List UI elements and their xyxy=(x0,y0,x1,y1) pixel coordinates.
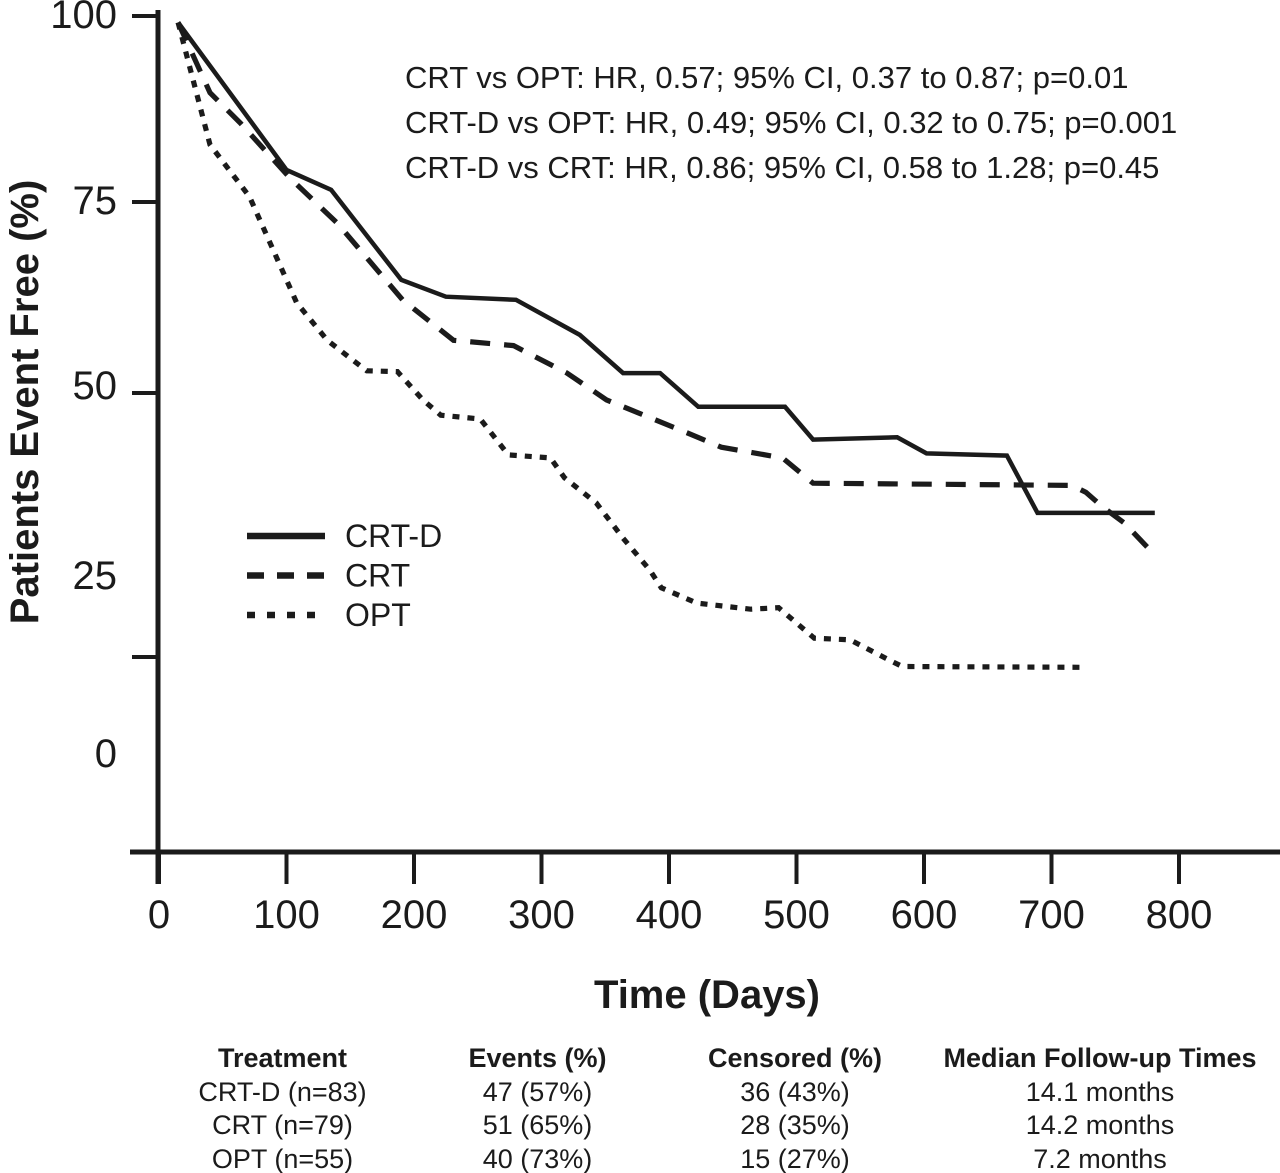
x-axis-title: Time (Days) xyxy=(594,973,820,1017)
legend-label: CRT xyxy=(345,558,410,594)
x-tick-label: 400 xyxy=(636,893,703,937)
y-tick-label: 100 xyxy=(50,0,117,37)
x-tick-label: 200 xyxy=(381,893,448,937)
y-axis-title: Patients Event Free (%) xyxy=(3,180,47,625)
table-cell: CRT (n=79) xyxy=(212,1110,353,1140)
table-cell: 7.2 months xyxy=(1033,1143,1167,1173)
table-cell: 40 (73%) xyxy=(482,1143,593,1173)
series-crt-line xyxy=(175,21,1157,557)
x-tick-label: 300 xyxy=(508,893,575,937)
y-axis-ticks xyxy=(132,14,157,659)
y-tick-label: 25 xyxy=(73,554,118,598)
table-header-cell: Treatment xyxy=(217,1043,348,1073)
table-cell: CRT-D (n=83) xyxy=(198,1076,367,1107)
table-header-cell: Events (%) xyxy=(468,1043,607,1073)
table-cell: 15 (27%) xyxy=(740,1143,850,1173)
chart-svg: 100 75 50 25 0 0 100 200 300 400 500 600 700 800 Pat… xyxy=(3,0,1280,1017)
hr-annotation-line: CRT-D vs CRT: HR, 0.86; 95% CI, 0.58 to … xyxy=(405,150,1159,185)
table-cell: 51 (65%) xyxy=(482,1110,593,1140)
x-tick-label: 100 xyxy=(253,893,320,937)
legend-label: CRT-D xyxy=(345,518,442,554)
table-cell: 36 (43%) xyxy=(740,1076,850,1107)
table-cell: OPT (n=55) xyxy=(211,1143,354,1173)
table-header-cell: Censored (%) xyxy=(707,1043,883,1073)
hr-annotation-block: CRT vs OPT: HR, 0.57; 95% CI, 0.37 to 0.… xyxy=(405,60,1177,185)
series-opt-line xyxy=(175,21,1083,670)
table-cell: 47 (57%) xyxy=(482,1076,593,1107)
x-tick-label: 800 xyxy=(1146,893,1213,937)
summary-table: Treatment Events (%) Censored (%) Median Fo… xyxy=(155,1042,1275,1173)
x-tick-label: 700 xyxy=(1018,893,1085,937)
x-axis-ticks xyxy=(157,854,1181,884)
legend-label: OPT xyxy=(345,597,411,633)
y-axis-tick-labels: 100 75 50 25 0 xyxy=(50,0,117,776)
table-cell: 28 (35%) xyxy=(740,1110,850,1140)
x-tick-label: 600 xyxy=(891,893,958,937)
table-cell: 14.1 months xyxy=(1025,1076,1175,1107)
y-tick-label: 50 xyxy=(73,364,118,408)
survival-curves xyxy=(175,21,1157,670)
x-tick-label: 500 xyxy=(763,893,830,937)
table-cell: 14.2 months xyxy=(1025,1110,1175,1140)
table-header-cell: Median Follow-up Times xyxy=(943,1043,1257,1073)
hr-annotation-line: CRT-D vs OPT: HR, 0.49; 95% CI, 0.32 to … xyxy=(405,105,1177,140)
hr-annotation-line: CRT vs OPT: HR, 0.57; 95% CI, 0.37 to 0.… xyxy=(405,60,1128,95)
x-axis-tick-labels: 0 100 200 300 400 500 600 700 800 xyxy=(148,893,1213,937)
y-tick-label: 0 xyxy=(95,732,117,776)
y-tick-label: 75 xyxy=(73,179,118,223)
x-tick-label: 0 xyxy=(148,893,170,937)
series-crtd-line xyxy=(176,21,1155,516)
